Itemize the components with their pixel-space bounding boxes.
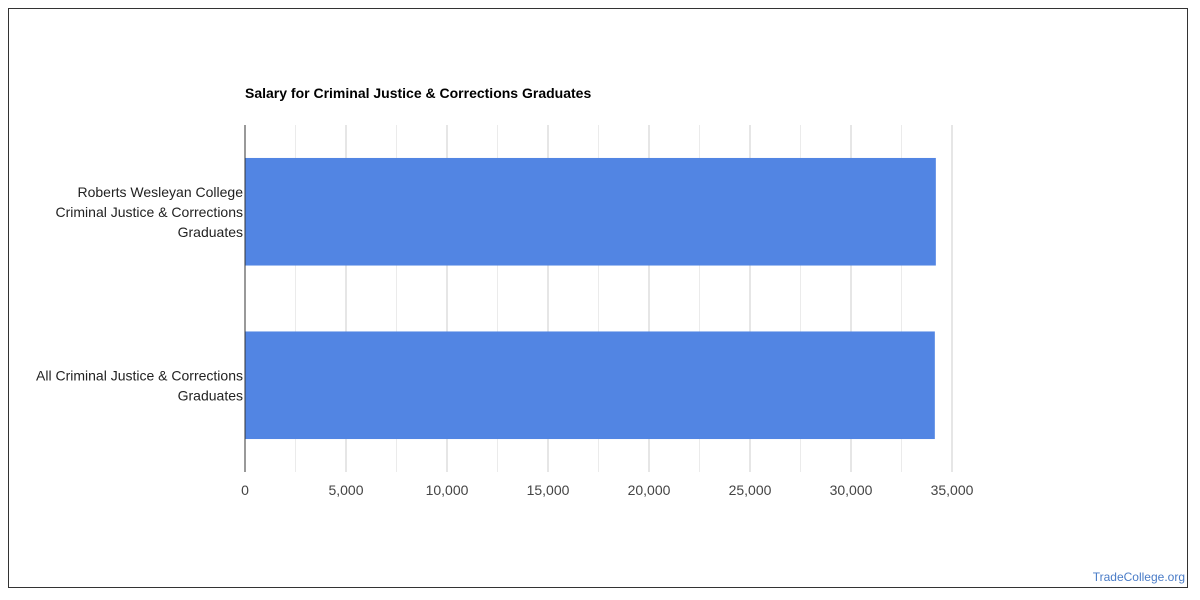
category-label: Graduates	[178, 224, 243, 240]
bar	[245, 157, 936, 266]
x-tick-label: 35,000	[931, 482, 974, 498]
x-tick-label: 10,000	[426, 482, 469, 498]
watermark-link[interactable]: TradeCollege.org	[1092, 570, 1185, 584]
bar	[245, 331, 935, 440]
x-tick-label: 20,000	[628, 482, 671, 498]
category-label: Criminal Justice & Corrections	[56, 204, 244, 220]
chart-title: Salary for Criminal Justice & Correction…	[245, 85, 592, 101]
x-tick-label: 0	[241, 482, 249, 498]
x-tick-label: 30,000	[830, 482, 873, 498]
category-label: All Criminal Justice & Corrections	[36, 367, 243, 383]
x-tick-label: 25,000	[729, 482, 772, 498]
category-label: Graduates	[178, 387, 243, 403]
category-label: Roberts Wesleyan College	[78, 184, 244, 200]
x-tick-label: 15,000	[527, 482, 570, 498]
x-tick-label: 5,000	[328, 482, 363, 498]
